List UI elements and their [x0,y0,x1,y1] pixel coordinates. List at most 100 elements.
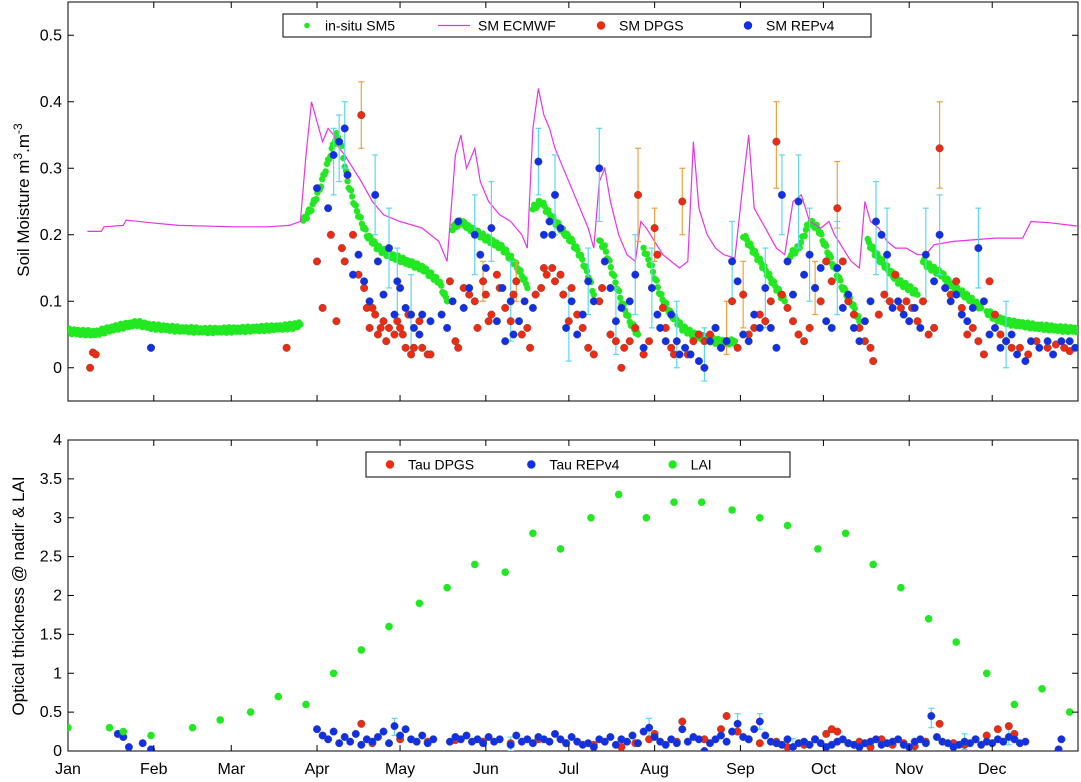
series-point-sm-repv4 [515,317,524,326]
series-point-tau-repv4 [606,733,615,742]
series-point-tau-repv4 [611,740,620,749]
series-point-tau-repv4 [147,745,155,751]
series-point-sm-dpgs [313,257,322,266]
series-point-sm-dpgs [365,323,374,332]
series-point-sm-repv4 [1049,350,1058,359]
series-point-sm-dpgs [678,197,687,206]
series-point-lai [68,723,72,732]
series-point-sm-repv4 [838,303,847,312]
series-point-sm-dpgs [833,204,842,213]
series-point-sm-repv4 [783,257,792,266]
series-point-sm-repv4 [407,310,416,319]
series-point-sm-repv4 [1071,343,1078,352]
tau-series-group [68,490,1074,751]
series-point-sm-dpgs [371,310,380,319]
series-point-sm-repv4 [1057,337,1066,346]
series-point-lai [924,615,933,623]
sm-ytick-label: 0.3 [40,160,62,177]
legend-label-sm-repv4: SM REPv4 [766,18,835,34]
series-point-sm-repv4 [1007,330,1016,339]
series-point-tau-repv4 [733,719,742,728]
tau-ytick-label: 2 [53,588,62,605]
series-point-sm-repv4 [996,343,1005,352]
series-point-tau-repv4 [357,740,366,749]
series-point-lai [501,568,510,576]
series-point-sm-dpgs [739,290,748,299]
series-point-sm-repv4 [877,230,886,239]
series-point-tau-repv4 [412,737,421,746]
series-point-lai [982,669,991,678]
series-point-sm-repv4 [946,297,955,306]
series-point-sm-dpgs [445,277,454,286]
series-point-tau-repv4 [932,733,941,742]
series-point-tau-repv4 [816,739,825,748]
series-point-lai [216,716,224,724]
series-point-sm-dpgs [332,317,341,326]
series-point-sm-repv4 [744,337,753,346]
month-label-jan: Jan [55,761,81,778]
optical-thickness-plot-area [68,490,1074,751]
series-point-sm-repv4 [465,284,474,293]
series-point-sm-repv4 [957,310,966,319]
series-point-sm-repv4 [146,343,155,352]
series-point-in-situ-sm5 [801,232,808,240]
series-point-sm-repv4 [653,310,662,319]
series-point-tau-repv4 [138,739,147,748]
series-point-sm-dpgs [398,330,407,339]
series-point-sm-dpgs [376,323,385,332]
series-point-tau-dpgs [993,725,1002,734]
series-point-tau-repv4 [916,735,925,744]
series-point-sm-dpgs [631,323,640,332]
series-point-sm-repv4 [711,323,720,332]
series-point-lai [697,498,706,507]
series-point-sm-dpgs [567,284,576,293]
series-point-sm-repv4 [1043,337,1052,346]
series-point-tau-repv4 [423,739,432,748]
series-point-lai [529,529,537,538]
series-point-sm-dpgs [650,224,659,233]
series-point-sm-repv4 [894,297,903,306]
series-point-tau-dpgs [833,727,842,736]
series-point-sm-dpgs [800,337,809,346]
series-point-sm-repv4 [611,317,620,326]
series-point-sm-repv4 [470,230,479,239]
legend-label-lai: LAI [691,457,712,473]
series-point-in-situ-sm5 [357,214,364,221]
series-point-sm-dpgs [653,250,662,259]
series-line-sm-ecmwf [87,88,1078,270]
series-point-sm-repv4 [534,157,543,166]
series-point-tau-dpgs [755,739,764,748]
series-point-sm-dpgs [517,330,526,339]
series-point-sm-repv4 [661,337,670,346]
series-point-in-situ-sm5 [625,312,632,319]
series-point-tau-repv4 [628,731,637,740]
series-point-sm-dpgs [589,350,598,359]
series-point-sm-dpgs [866,343,875,352]
series-point-lai [1010,700,1019,709]
series-point-sm-dpgs [409,343,418,352]
series-point-lai [415,599,424,608]
series-point-tau-repv4 [783,735,792,744]
sm-series-group [68,81,1078,382]
series-point-lai [556,545,565,553]
series-point-sm-repv4 [1013,350,1022,359]
series-point-tau-repv4 [717,731,726,740]
series-point-sm-dpgs [559,290,568,299]
series-point-lai [587,514,595,522]
series-point-sm-dpgs [694,330,703,339]
series-point-sm-dpgs [902,297,911,306]
series-point-in-situ-sm5 [977,304,985,312]
series-point-tau-repv4 [396,731,405,740]
series-point-sm-dpgs [869,357,878,366]
tau-ytick-label: 3 [53,510,62,527]
series-point-sm-repv4 [584,277,593,286]
series-point-lai [274,692,283,701]
series-point-tau-repv4 [445,737,454,746]
series-point-sm-dpgs [913,317,922,326]
series-point-sm-dpgs [548,264,557,273]
series-point-sm-repv4 [385,244,394,253]
series-point-sm-repv4 [974,244,983,253]
series-point-in-situ-sm5 [524,284,531,292]
series-point-sm-repv4 [985,330,994,339]
series-point-sm-dpgs [606,330,615,339]
